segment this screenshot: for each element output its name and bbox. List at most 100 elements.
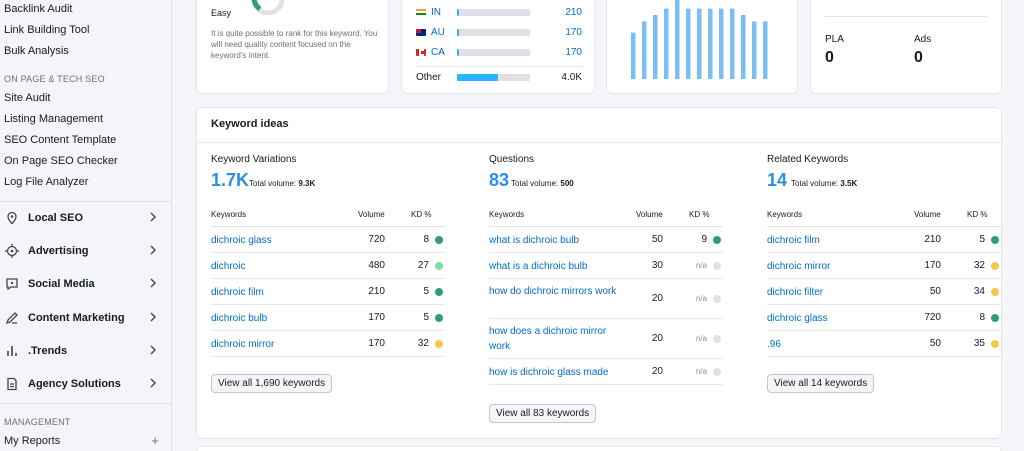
keyword-link[interactable]: what is dichroic bulb: [489, 235, 580, 246]
sidebar-category-trends[interactable]: .Trends: [0, 338, 172, 364]
header-keywords: Keywords: [489, 210, 525, 219]
keyword-link[interactable]: dichroic filter: [767, 287, 824, 298]
keyword-link[interactable]: dichroic film: [767, 235, 820, 246]
difficulty-description: It is quite possible to rank for this ke…: [211, 29, 378, 60]
keyword-volume: 50: [651, 234, 663, 245]
sidebar: Backlink Audit Link Building Tool Bulk A…: [0, 0, 172, 451]
keyword-row: dichroic glass 720 8: [211, 227, 445, 253]
keyword-row: what is dichroic bulb 50 9: [489, 227, 723, 253]
sidebar-category-local-seo[interactable]: Local SEO: [0, 205, 172, 231]
sidebar-item-on-page-seo-checker[interactable]: On Page SEO Checker: [4, 155, 118, 167]
keyword-link[interactable]: dichroic: [211, 261, 246, 272]
chat-bubble-icon: [4, 276, 20, 292]
kd-indicator-dot: [435, 288, 443, 296]
country-row-other: Other 4.0K: [416, 71, 582, 83]
keyword-link[interactable]: dichroic film: [211, 287, 264, 298]
keyword-link[interactable]: dichroic mirror: [211, 339, 275, 350]
keyword-link[interactable]: dichroic mirror: [767, 261, 831, 272]
keyword-link[interactable]: how does a dichroic mirror work: [489, 326, 607, 352]
keyword-count[interactable]: 14: [767, 170, 788, 190]
keyword-difficulty: n/a: [695, 334, 707, 343]
category-label: Social Media: [28, 278, 95, 290]
australia-flag-icon: [416, 28, 426, 36]
country-row-in: IN 210: [416, 6, 582, 18]
country-share-bar: [457, 73, 530, 81]
kd-indicator-dot: [713, 295, 721, 303]
sidebar-category-advertising[interactable]: Advertising: [0, 238, 172, 264]
keyword-row: dichroic film 210 5: [767, 227, 1001, 253]
country-volume[interactable]: 170: [565, 46, 582, 58]
keyword-volume: 210: [368, 286, 385, 297]
country-volume[interactable]: 170: [565, 26, 582, 38]
keyword-row: dichroic film 210 5: [211, 279, 445, 305]
trend-bar: [675, 0, 680, 79]
sidebar-item-seo-content-template[interactable]: SEO Content Template: [4, 134, 117, 146]
keyword-volume: 20: [651, 366, 663, 377]
country-code[interactable]: AU: [431, 26, 445, 38]
kd-indicator-dot: [991, 288, 999, 296]
keyword-link[interactable]: dichroic glass: [767, 313, 828, 324]
sidebar-item-backlink-audit[interactable]: Backlink Audit: [4, 3, 73, 15]
sidebar-category-content-marketing[interactable]: Content Marketing: [0, 305, 172, 331]
kd-indicator-dot: [435, 262, 443, 270]
trend-bar: [752, 21, 757, 79]
chevron-right-icon: [150, 245, 156, 255]
category-label: Agency Solutions: [28, 378, 121, 390]
sidebar-item-log-file-analyzer[interactable]: Log File Analyzer: [4, 176, 89, 188]
header-keywords: Keywords: [211, 210, 247, 219]
keyword-volume: 50: [929, 338, 941, 349]
keyword-link[interactable]: what is a dichroic bulb: [489, 261, 588, 272]
pla-value: 0: [825, 49, 834, 66]
next-card: [196, 446, 1002, 451]
total-volume: Total volume: 500: [511, 179, 574, 188]
keyword-count[interactable]: 1.7K: [211, 170, 250, 190]
keyword-difficulty: 8: [979, 312, 985, 323]
chevron-right-icon: [150, 345, 156, 355]
kd-indicator-dot: [991, 314, 999, 322]
kd-indicator-dot: [991, 262, 999, 270]
keyword-row: what is a dichroic bulb 30 n/a: [489, 253, 723, 279]
keyword-difficulty: n/a: [695, 294, 707, 303]
keyword-ideas-card: Keyword ideas Keyword Variations 1.7K Tota…: [196, 107, 1002, 439]
chevron-right-icon: [150, 378, 156, 388]
keyword-count[interactable]: 83: [489, 170, 510, 190]
keyword-difficulty: 32: [973, 260, 985, 271]
category-label: Local SEO: [28, 212, 84, 224]
sidebar-category-agency-solutions[interactable]: Agency Solutions: [0, 371, 172, 397]
trend-bars: [631, 0, 768, 80]
keyword-link[interactable]: dichroic glass: [211, 235, 272, 246]
view-all-related-button[interactable]: View all 14 keywords: [767, 374, 875, 393]
keyword-link[interactable]: .96: [767, 339, 781, 350]
country-code[interactable]: IN: [431, 6, 441, 18]
sidebar-item-listing-management[interactable]: Listing Management: [4, 113, 104, 125]
add-report-plus-icon[interactable]: +: [151, 433, 159, 448]
sidebar-item-site-audit[interactable]: Site Audit: [4, 92, 51, 104]
ads-label: Ads: [914, 34, 932, 45]
keyword-link[interactable]: how do dichroic mirrors work: [489, 286, 617, 297]
keyword-link[interactable]: dichroic bulb: [211, 313, 268, 324]
keyword-difficulty: 5: [423, 312, 429, 323]
keyword-ideas-title: Keyword ideas: [211, 118, 289, 130]
trend-bar: [697, 8, 702, 80]
country-row-ca: CA 170: [416, 46, 582, 58]
keyword-volume: 480: [368, 260, 385, 271]
keyword-link[interactable]: how is dichroic glass made: [489, 367, 609, 378]
difficulty-gauge-icon: [251, 0, 285, 15]
country-volume[interactable]: 210: [565, 6, 582, 18]
serp-features-card: PLA 0 Ads 0: [810, 0, 1002, 94]
sidebar-category-social-media[interactable]: Social Media: [0, 271, 172, 297]
sidebar-item-link-building-tool[interactable]: Link Building Tool: [4, 24, 90, 36]
category-label: Advertising: [28, 245, 89, 257]
sidebar-item-bulk-analysis[interactable]: Bulk Analysis: [4, 45, 69, 57]
keyword-row: dichroic bulb 170 5: [211, 305, 445, 331]
sidebar-item-my-reports[interactable]: My Reports: [4, 435, 61, 447]
country-distribution-card: IN 210 AU 170 CA 170 Other 4.0K: [401, 0, 595, 94]
view-all-variations-button[interactable]: View all 1,690 keywords: [211, 374, 333, 393]
keyword-row: dichroic mirror 170 32: [211, 331, 445, 357]
keyword-volume: 20: [651, 293, 663, 304]
country-code[interactable]: CA: [431, 46, 445, 58]
total-volume: Total volume: 3.5K: [791, 179, 858, 188]
keyword-row: dichroic mirror 170 32: [767, 253, 1001, 279]
view-all-questions-button[interactable]: View all 83 keywords: [489, 404, 597, 423]
other-volume: 4.0K: [561, 71, 582, 83]
